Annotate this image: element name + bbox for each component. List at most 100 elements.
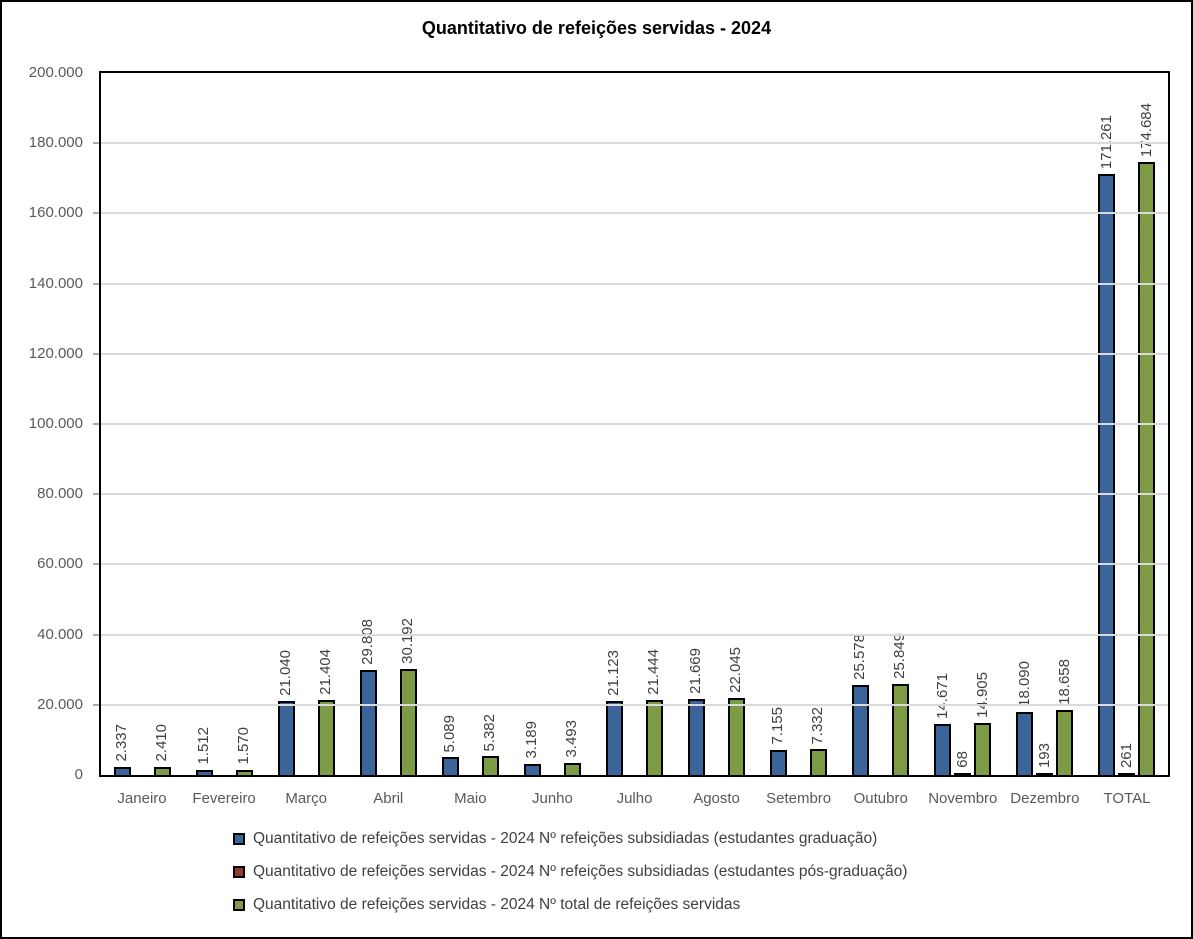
bar-group: 21.669 22.045 <box>676 73 758 775</box>
bar-value-label: 14.671 <box>933 672 951 719</box>
bar-slot: 193 <box>1035 742 1054 775</box>
legend-marker-icon <box>233 899 245 911</box>
bar <box>810 749 828 775</box>
bar <box>399 669 417 775</box>
bar-slot: 174.684 <box>1138 103 1156 775</box>
bar-value-label: 7.155 <box>769 707 787 745</box>
bar <box>317 699 335 775</box>
x-category-label: Janeiro <box>117 790 167 807</box>
y-axis-tick <box>93 212 99 215</box>
bar-slot: 18.658 <box>1056 659 1074 775</box>
legend-item: Quantitativo de refeições servidas - 202… <box>233 830 907 848</box>
gridline <box>101 282 1168 285</box>
bar <box>359 670 377 775</box>
bar-value-label: 18.090 <box>1015 660 1033 707</box>
bar-group: 7.155 7.332 <box>758 73 840 775</box>
x-category-label: Agosto <box>693 790 740 807</box>
bar <box>277 701 295 775</box>
bar-value-label: 21.444 <box>645 648 663 695</box>
x-category-label: Março <box>285 790 328 807</box>
bar <box>852 685 870 775</box>
bar-slot: 5.089 <box>441 714 459 775</box>
legend: Quantitativo de refeições servidas - 202… <box>233 830 907 914</box>
bar <box>892 684 910 775</box>
bar <box>1056 709 1074 775</box>
y-axis-tick-label: 100.000 <box>28 415 83 432</box>
bar-value-label: 7.332 <box>809 706 827 745</box>
bar <box>195 769 213 775</box>
y-axis-tick-label: 120.000 <box>28 344 83 362</box>
bar-value-label: 2.410 <box>152 724 170 762</box>
y-axis-tick-label: 140.000 <box>28 274 83 292</box>
bar <box>235 769 253 775</box>
gridline <box>101 633 1168 636</box>
bar-slot: 1.512 <box>195 727 213 775</box>
bar-value-label: 25.849 <box>891 633 909 680</box>
y-axis-tick-label: 60.000 <box>37 555 83 573</box>
bar-slot: 7.332 <box>809 706 828 775</box>
x-category-label: Fevereiro <box>192 790 256 807</box>
legend-item: Quantitativo de refeições servidas - 202… <box>233 896 907 914</box>
bar-value-label: 68 <box>953 751 971 768</box>
bar-group: 2.337 2.410 <box>101 73 183 775</box>
x-category-label: Abril <box>373 790 404 807</box>
bar-value-label: 3.493 <box>563 720 581 758</box>
gridline <box>101 352 1168 355</box>
bar-slot: 3.189 <box>523 721 541 775</box>
y-axis-tick <box>93 142 99 145</box>
gridline <box>101 703 1168 706</box>
legend-marker-icon <box>233 833 245 845</box>
bar-slot: 1.570 <box>235 727 253 775</box>
gridline <box>101 493 1168 496</box>
bar-slot: 25.578 <box>851 634 870 775</box>
x-category-label: Maio <box>454 790 487 807</box>
y-axis-tick-label: 40.000 <box>37 625 83 643</box>
x-category-label: Julho <box>616 790 653 807</box>
bar-value-label: 29.808 <box>359 619 376 666</box>
bar-group: 3.189 3.493 <box>511 73 593 775</box>
bar-slot: 3.493 <box>563 720 581 775</box>
x-category-label: Dezembro <box>1010 790 1080 807</box>
bar-slot: 171.261 <box>1098 115 1116 775</box>
y-axis-tick-label: 180.000 <box>28 134 83 152</box>
x-category-label: Novembro <box>928 790 998 807</box>
bar-slot: 261 <box>1118 743 1136 775</box>
bar-slot: 2.410 <box>152 724 171 775</box>
legend-label: Quantitativo de refeições servidas - 202… <box>253 863 908 880</box>
bar <box>153 766 171 775</box>
bar-slot: 18.090 <box>1015 660 1034 775</box>
bar-slot: 29.808 <box>359 619 377 775</box>
bar <box>523 763 541 775</box>
x-category-label: TOTAL <box>1103 790 1151 807</box>
bar-slot: 14.671 <box>933 672 952 775</box>
bar-value-label: 25.578 <box>851 634 869 681</box>
y-axis-tick-label: 160.000 <box>28 204 83 222</box>
bar <box>113 766 131 775</box>
bar-value-label: 5.089 <box>441 714 459 753</box>
bar-group: 21.040 21.404 <box>265 73 347 775</box>
bar-value-label: 22.045 <box>727 646 745 693</box>
bar <box>1138 161 1156 775</box>
bar <box>1098 173 1116 775</box>
y-axis-tick <box>93 633 99 636</box>
y-axis-tick <box>93 493 99 496</box>
bar-slot: 7.155 <box>769 707 788 775</box>
bar-value-label: 193 <box>1035 742 1053 768</box>
bar-group: 14.671 68 14.905 <box>922 73 1004 775</box>
chart-title: Quantitativo de refeições servidas - 202… <box>421 18 772 38</box>
y-axis-tick <box>93 563 99 566</box>
bar <box>605 700 623 775</box>
bar <box>563 762 581 775</box>
y-axis-tick <box>93 423 99 425</box>
y-axis-tick <box>93 352 99 355</box>
bar-value-label: 21.123 <box>605 649 623 696</box>
y-axis-tick-label: 0 <box>74 766 83 783</box>
gridline <box>101 142 1168 145</box>
bar-group: 171.261261 174.684 <box>1086 73 1168 775</box>
bar-slot: 22.045 <box>727 646 746 775</box>
bar <box>688 698 706 775</box>
legend-label: Quantitativo de refeições servidas - 202… <box>253 830 878 847</box>
y-axis-tick-label: 20.000 <box>37 695 83 713</box>
bar-value-label: 30.192 <box>399 618 416 665</box>
bar-slot: 21.123 <box>605 649 623 775</box>
